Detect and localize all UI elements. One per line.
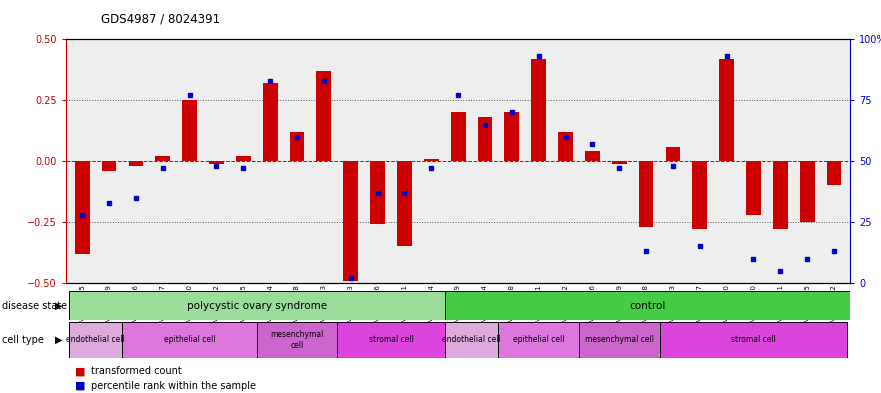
Bar [559, 132, 573, 161]
Bar [499, 322, 579, 358]
Bar [370, 161, 385, 224]
Text: cell type: cell type [2, 335, 44, 345]
Bar [478, 117, 492, 161]
Bar [69, 291, 445, 320]
Text: ▶: ▶ [55, 301, 63, 310]
Bar [719, 59, 734, 161]
Text: stromal cell: stromal cell [368, 336, 413, 344]
Bar [660, 322, 848, 358]
Bar [256, 322, 337, 358]
Bar [263, 83, 278, 161]
Text: transformed count: transformed count [91, 366, 181, 376]
Bar [531, 59, 546, 161]
Bar [397, 161, 411, 246]
Bar [182, 100, 197, 161]
Bar [639, 161, 654, 227]
Text: ■: ■ [75, 366, 85, 376]
Bar [209, 161, 224, 163]
Bar [826, 161, 841, 185]
Bar [236, 156, 251, 161]
Text: epithelial cell: epithelial cell [513, 336, 565, 344]
Bar [424, 159, 439, 161]
Bar [451, 112, 465, 161]
Bar [746, 161, 761, 215]
Bar [665, 147, 680, 161]
Bar [290, 132, 305, 161]
Bar [316, 71, 331, 161]
Bar [122, 322, 256, 358]
Bar [344, 161, 358, 281]
Bar [800, 161, 815, 222]
Bar [75, 161, 90, 254]
Bar [692, 161, 707, 230]
Bar [445, 291, 850, 320]
Text: epithelial cell: epithelial cell [164, 336, 215, 344]
Bar [505, 112, 519, 161]
Text: GDS4987 / 8024391: GDS4987 / 8024391 [101, 13, 220, 26]
Text: stromal cell: stromal cell [731, 336, 776, 344]
Text: endothelial cell: endothelial cell [442, 336, 501, 344]
Text: endothelial cell: endothelial cell [66, 336, 125, 344]
Text: polycystic ovary syndrome: polycystic ovary syndrome [187, 301, 327, 310]
Bar [69, 322, 122, 358]
Bar [445, 322, 499, 358]
Text: disease state: disease state [2, 301, 67, 310]
Text: mesenchymal cell: mesenchymal cell [585, 336, 654, 344]
Text: percentile rank within the sample: percentile rank within the sample [91, 381, 255, 391]
Bar [337, 322, 445, 358]
Text: mesenchymal
cell: mesenchymal cell [270, 330, 323, 350]
Bar [155, 156, 170, 161]
Bar [579, 322, 660, 358]
Bar [773, 161, 788, 230]
Bar [585, 151, 600, 161]
Bar [611, 161, 626, 163]
Bar [101, 161, 116, 171]
Text: ■: ■ [75, 381, 85, 391]
Text: ▶: ▶ [55, 335, 63, 345]
Bar [129, 161, 144, 166]
Text: control: control [629, 301, 666, 310]
